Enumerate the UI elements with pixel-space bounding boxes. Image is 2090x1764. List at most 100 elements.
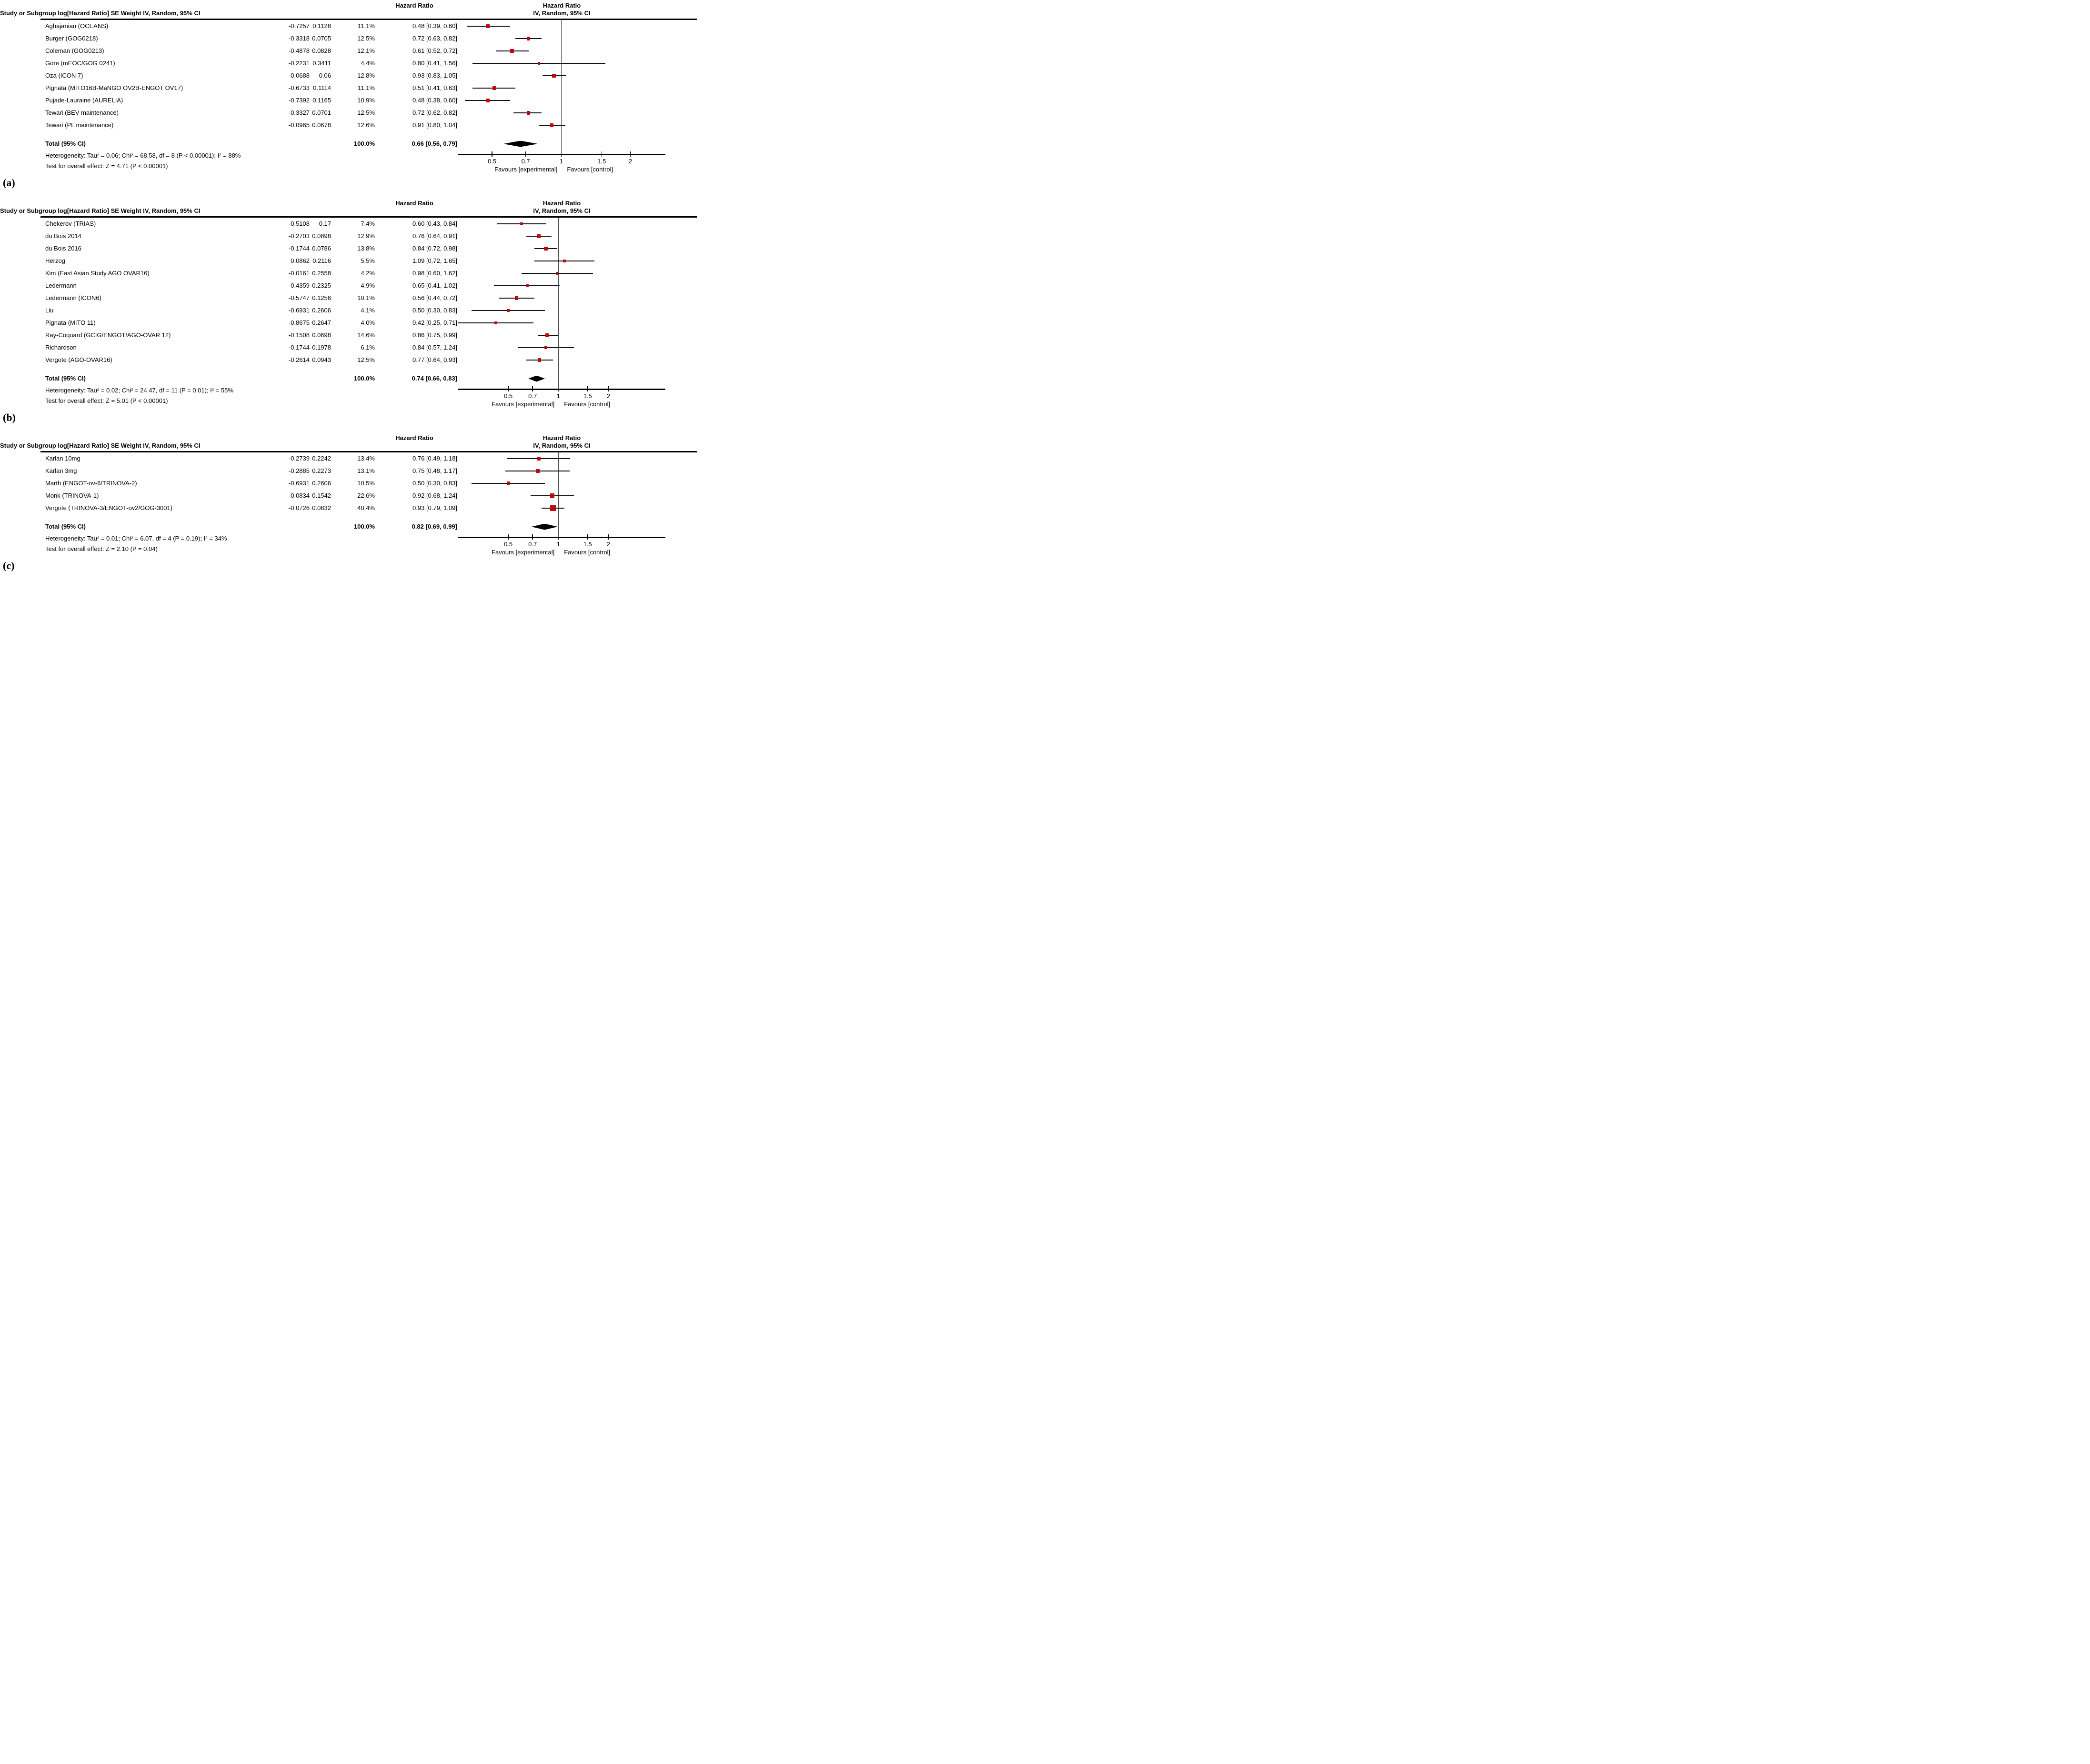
column-header-weight: Weight [121,10,141,17]
axis-tick-label: 2 [606,541,611,548]
total-row: Total (95% CI) 100.0% 0.82 [0.69, 0.99] [0,521,697,533]
study-se: 0.2558 [312,270,331,277]
total-ci-text: 0.66 [0.56, 0.79] [412,140,457,147]
study-se: 0.0786 [312,245,331,252]
study-ci-text: 0.91 [0.80, 1.04] [412,121,457,129]
effect-marker [550,123,554,127]
study-weight: 7.4% [361,220,375,227]
panel-b-column-headers: Study or Subgroup log[Hazard Ratio] SE W… [0,207,697,216]
plot-header-ci: IV, Random, 95% CI [533,10,591,17]
study-loghr: -0.7392 [288,97,310,104]
effect-marker [537,358,542,362]
axis-tick [601,151,603,157]
study-loghr: -0.0965 [288,121,310,129]
study-name: Vergote (TRINOVA-3/ENGOT-ov2/GOG-3001) [45,504,173,511]
study-loghr: -0.6733 [288,84,310,91]
study-loghr: -0.0688 [288,72,310,79]
panel-b-footer: Heterogeneity: Tau² = 0.02; Chi² = 24.47… [0,385,697,411]
axis-tick [532,534,533,540]
study-name: Pignata (MITO16B-MaNGO OV2B-ENGOT OV17) [45,84,183,91]
column-header-study: Study or Subgroup [0,442,56,449]
column-header-ci: IV, Random, 95% CI [143,207,201,214]
column-header-study: Study or Subgroup [0,207,56,214]
plot-header-hazard-ratio: Hazard Ratio [543,434,581,441]
study-name: Tewari (BEV maintenance) [45,109,119,116]
axis-tick [508,386,509,391]
header-rule [40,216,697,218]
study-ci-text: 0.92 [0.68, 1.24] [412,492,457,499]
study-weight: 10.1% [357,294,375,301]
panel-b-header-line1: Hazard Ratio Hazard Ratio [0,200,697,207]
effect-marker [520,222,523,226]
column-header-loghr: log[Hazard Ratio] [58,442,109,449]
study-ci-text: 0.72 [0.63, 0.82] [412,35,457,42]
axis-tick [587,386,588,391]
study-loghr: -0.0161 [288,270,310,277]
study-loghr: -0.3327 [288,109,310,116]
axis-tick-label: 1 [556,392,560,400]
study-name: Pignata (MITO 11) [45,319,96,326]
study-se: 0.1256 [312,294,331,301]
study-ci-text: 1.09 [0.72, 1.65] [412,257,457,264]
panel-c-column-headers: Study or Subgroup log[Hazard Ratio] SE W… [0,442,697,451]
study-weight: 12.5% [357,35,375,42]
study-name: Oza (ICON 7) [45,72,83,79]
study-loghr: -0.2885 [288,467,310,474]
study-weight: 12.9% [357,232,375,240]
study-se: 0.2325 [312,282,331,289]
total-diamond [503,140,538,147]
study-name: Gore (mEOC/GOG 0241) [45,60,115,67]
study-weight: 12.6% [357,121,375,129]
plot-header-ci: IV, Random, 95% CI [533,207,591,214]
study-row: du Bois 2014 -0.2703 0.0898 12.9% 0.76 [0.64… [0,230,697,242]
study-loghr: -0.4878 [288,47,310,54]
study-loghr: -0.1508 [288,331,310,339]
study-weight: 22.6% [357,492,375,499]
axis-tick [630,151,631,157]
total-weight: 100.0% [353,140,375,147]
effect-marker [535,469,540,473]
effect-marker [526,111,531,115]
study-loghr: -0.5108 [288,220,310,227]
study-ci-text: 0.48 [0.38, 0.60] [412,97,457,104]
axis-tick-label: 2 [628,158,633,165]
plot-header-hazard-ratio: Hazard Ratio [543,200,581,207]
axis-tick [608,534,609,540]
study-se: 0.2606 [312,307,331,314]
study-loghr: -0.6931 [288,480,310,487]
favours-experimental-label: Favours [experimental] [494,166,558,173]
effect-marker [550,505,556,511]
plot-header-hazard-ratio: Hazard Ratio [543,2,581,9]
effect-marker [526,284,529,287]
study-se: 0.1542 [312,492,331,499]
study-loghr: -0.8675 [288,319,310,326]
study-row: Liu -0.6931 0.2606 4.1% 0.50 [0.30, 0.83] [0,304,697,317]
study-row: Vergote (AGO-OVAR16) -0.2614 0.0943 12.5% 0.… [0,354,697,366]
study-weight: 11.1% [358,84,375,91]
study-ci-text: 0.50 [0.30, 0.83] [412,480,457,487]
study-row: Tewari (PL maintenance) -0.0965 0.0678 12.6… [0,119,697,131]
study-row: Richardson -0.1744 0.1978 6.1% 0.84 [0.57, 1… [0,341,697,354]
study-weight: 4.0% [361,319,375,326]
study-weight: 13.1% [357,467,375,474]
favours-control-label: Favours [control] [564,401,611,408]
heterogeneity-text: Heterogeneity: Tau² = 0.01; Chi² = 6.07,… [45,535,227,542]
column-header-study: Study or Subgroup [0,10,56,17]
study-row: Karlan 10mg -0.2739 0.2242 13.4% 0.76 [0.49,… [0,452,697,465]
effect-marker [506,481,510,485]
study-name: du Bois 2016 [45,245,81,252]
column-header-loghr: log[Hazard Ratio] [58,207,109,214]
study-ci-text: 0.76 [0.49, 1.18] [412,455,457,462]
column-group-header-hazard-ratio: Hazard Ratio [395,2,433,9]
overall-effect-text: Test for overall effect: Z = 5.01 (P < 0… [45,397,168,404]
total-row: Total (95% CI) 100.0% 0.74 [0.66, 0.83] [0,372,697,385]
spacer [0,131,697,138]
study-weight: 4.2% [361,270,375,277]
study-ci-text: 0.76 [0.64, 0.91] [412,232,457,240]
total-weight: 100.0% [353,375,375,382]
study-loghr: -0.1744 [288,344,310,351]
study-se: 0.0698 [312,331,331,339]
column-header-weight: Weight [121,442,141,449]
study-se: 0.0701 [312,109,331,116]
study-weight: 13.8% [357,245,375,252]
